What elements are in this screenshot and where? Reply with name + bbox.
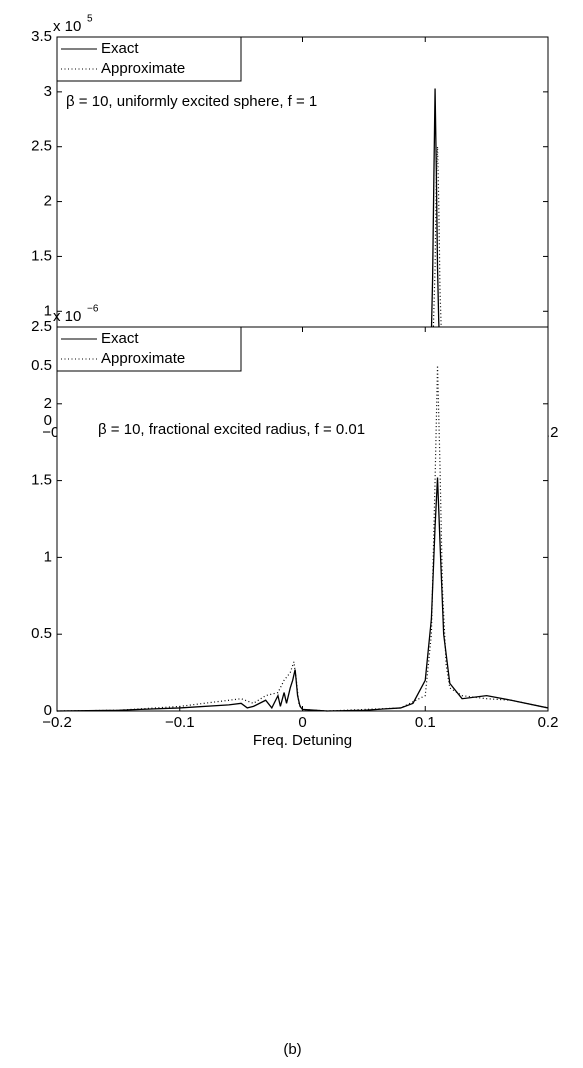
axis-multiplier: x 10 [53, 308, 81, 325]
legend-box [56, 326, 242, 372]
series-line [56, 477, 549, 712]
legend-label: Exact [101, 40, 139, 57]
x-tick-label: 0.2 [538, 714, 559, 731]
legend-label: Approximate [101, 350, 185, 367]
axis-exponent: −6 [87, 304, 99, 315]
annotation: β = 10, uniformly excited sphere, f = 1 [66, 93, 317, 110]
y-tick-label: 1.5 [31, 472, 52, 489]
y-tick-label: 1.5 [31, 247, 52, 264]
axis-multiplier: x 10 [53, 18, 81, 35]
legend-label: Exact [101, 330, 139, 347]
y-tick-label: 0.5 [31, 625, 52, 642]
y-tick-label: 2.5 [31, 318, 52, 335]
x-axis-label: Freq. Detuning [253, 732, 352, 749]
x-tick-label: −0.2 [42, 714, 72, 731]
x-tick-label: 0 [298, 714, 306, 731]
plot-area [56, 326, 549, 712]
caption: (b) [283, 1041, 301, 1058]
y-tick-label: 0.5 [31, 357, 52, 374]
y-tick-label: 3 [44, 83, 52, 100]
y-tick-label: 0 [44, 702, 52, 719]
y-tick-label: 2 [44, 395, 52, 412]
y-tick-label: 3.5 [31, 28, 52, 45]
x-tick-label: −0.1 [165, 714, 195, 731]
y-tick-label: 2 [44, 193, 52, 210]
y-tick-label: 2.5 [31, 138, 52, 155]
legend-label: Approximate [101, 60, 185, 77]
y-tick-label: 1 [44, 302, 52, 319]
y-tick-label: 1 [44, 548, 52, 565]
axis-exponent: 5 [87, 14, 93, 25]
annotation: β = 10, fractional excited radius, f = 0… [98, 421, 365, 438]
legend-box [56, 36, 242, 82]
x-tick-label: 0.1 [415, 714, 436, 731]
y-tick-label: 0 [44, 412, 52, 429]
